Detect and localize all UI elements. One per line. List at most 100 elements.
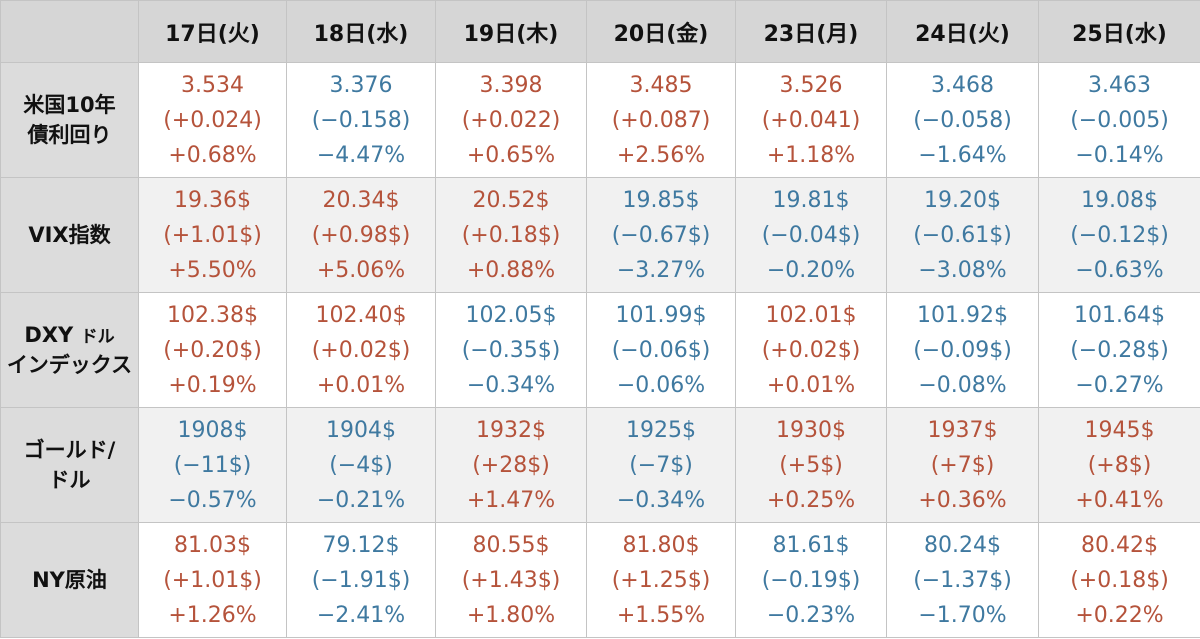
cell-change: (+1.01$) xyxy=(163,567,262,593)
cell-change: (−7$) xyxy=(629,452,693,478)
data-cell: 20.34$ (+0.98$) +5.06% xyxy=(286,177,436,293)
cell-change: (+1.01$) xyxy=(163,222,262,248)
cell-change: (+8$) xyxy=(1087,452,1152,478)
cell-value: 3.526 xyxy=(779,72,843,98)
cell-change: (−0.35$) xyxy=(461,337,561,363)
data-cell: 81.80$ (+1.25$) +1.55% xyxy=(586,522,736,638)
cell-change: (+0.087) xyxy=(611,107,711,133)
cell-change: (−0.09$) xyxy=(913,337,1012,363)
cell-value: 1904$ xyxy=(326,417,396,443)
data-cell: 3.376 (−0.158) −4.47% xyxy=(286,62,436,178)
data-cell: 19.36$ (+1.01$) +5.50% xyxy=(138,177,287,293)
cell-change: (−0.158) xyxy=(311,107,411,133)
row-vix: VIX指数 19.36$ (+1.01$) +5.50% 20.34$ (+0.98$… xyxy=(0,177,1200,293)
cell-change: (−0.04$) xyxy=(761,222,861,248)
data-cell: 19.85$ (−0.67$) −3.27% xyxy=(586,177,736,293)
row-label-line: インデックス xyxy=(6,353,133,377)
cell-value: 19.85$ xyxy=(622,187,700,213)
header-row: 17日(火) 18日(水) 19日(木) 20日(金) 23日(月) 24日(火… xyxy=(0,0,1200,63)
cell-change: (+0.02$) xyxy=(311,337,411,363)
cell-value: 3.376 xyxy=(329,72,393,98)
data-cell: 102.01$ (+0.02$) +0.01% xyxy=(735,292,887,408)
cell-value: 81.80$ xyxy=(622,532,700,558)
data-cell: 20.52$ (+0.18$) +0.88% xyxy=(435,177,587,293)
cell-pct: +0.19% xyxy=(168,372,257,398)
cell-pct: +0.88% xyxy=(466,257,556,283)
row-label-line: NY原油 xyxy=(32,567,107,592)
cell-pct: −0.27% xyxy=(1075,372,1164,398)
cell-value: 101.64$ xyxy=(1074,302,1165,328)
cell-value: 19.20$ xyxy=(924,187,1001,213)
cell-value: 79.12$ xyxy=(322,532,400,558)
cell-pct: −0.23% xyxy=(766,602,856,628)
cell-pct: −1.64% xyxy=(918,142,1007,168)
cell-value: 1925$ xyxy=(626,417,696,443)
data-cell: 101.92$ (−0.09$) −0.08% xyxy=(886,292,1039,408)
data-cell: 3.468 (−0.058) −1.64% xyxy=(886,62,1039,178)
row-label-main: DXY xyxy=(24,322,74,347)
cell-value: 101.99$ xyxy=(615,302,707,328)
cell-value: 1945$ xyxy=(1084,417,1155,443)
row-ny-crude: NY原油 81.03$ (+1.01$) +1.26% 79.12$ (−1.91$)… xyxy=(0,522,1200,638)
row-label: VIX指数 xyxy=(0,177,139,293)
cell-pct: +0.41% xyxy=(1075,487,1164,513)
data-cell: 102.40$ (+0.02$) +0.01% xyxy=(286,292,436,408)
row-label-line: ドル xyxy=(48,468,91,492)
cell-value: 3.463 xyxy=(1088,72,1151,98)
cell-change: (−1.37$) xyxy=(913,567,1012,593)
cell-change: (+1.25$) xyxy=(611,567,711,593)
row-label-line: DXY ドル xyxy=(1,320,138,350)
cell-value: 19.08$ xyxy=(1081,187,1158,213)
cell-change: (−0.06$) xyxy=(611,337,711,363)
data-cell: 101.99$ (−0.06$) −0.06% xyxy=(586,292,736,408)
cell-pct: −0.63% xyxy=(1075,257,1164,283)
cell-value: 1932$ xyxy=(476,417,546,443)
header-day: 24日(火) xyxy=(886,0,1039,63)
cell-change: (+0.024) xyxy=(163,107,262,133)
cell-value: 102.38$ xyxy=(167,302,258,328)
data-cell: 1937$ (+7$) +0.36% xyxy=(886,407,1039,523)
row-label: 米国10年 債利回り xyxy=(0,62,139,178)
cell-pct: +1.55% xyxy=(616,602,706,628)
cell-pct: +0.01% xyxy=(316,372,406,398)
data-cell: 1932$ (+28$) +1.47% xyxy=(435,407,587,523)
cell-change: (−0.005) xyxy=(1070,107,1169,133)
cell-pct: −0.06% xyxy=(616,372,706,398)
header-day: 25日(水) xyxy=(1038,0,1200,63)
cell-change: (+0.18$) xyxy=(461,222,561,248)
cell-change: (−0.61$) xyxy=(913,222,1012,248)
cell-value: 1937$ xyxy=(927,417,998,443)
cell-change: (+0.022) xyxy=(461,107,561,133)
cell-value: 102.01$ xyxy=(765,302,857,328)
data-cell: 19.20$ (−0.61$) −3.08% xyxy=(886,177,1039,293)
cell-pct: +0.01% xyxy=(766,372,856,398)
data-cell: 1945$ (+8$) +0.41% xyxy=(1038,407,1200,523)
data-cell: 81.61$ (−0.19$) −0.23% xyxy=(735,522,887,638)
cell-change: (+28$) xyxy=(472,452,550,478)
cell-value: 20.34$ xyxy=(322,187,400,213)
cell-change: (−0.67$) xyxy=(611,222,711,248)
row-label: NY原油 xyxy=(0,522,139,638)
data-cell: 80.55$ (+1.43$) +1.80% xyxy=(435,522,587,638)
data-cell: 102.38$ (+0.20$) +0.19% xyxy=(138,292,287,408)
header-day: 19日(木) xyxy=(435,0,587,63)
row-label-line: ゴールド/ xyxy=(23,437,116,462)
cell-pct: +0.22% xyxy=(1075,602,1164,628)
cell-pct: +2.56% xyxy=(616,142,706,168)
data-cell: 81.03$ (+1.01$) +1.26% xyxy=(138,522,287,638)
row-gold: ゴールド/ ドル 1908$ (−11$) −0.57% 1904$ (−4$) −0.… xyxy=(0,407,1200,523)
cell-pct: −2.41% xyxy=(316,602,406,628)
data-cell: 80.42$ (+0.18$) +0.22% xyxy=(1038,522,1200,638)
cell-change: (−11$) xyxy=(173,452,252,478)
cell-value: 80.42$ xyxy=(1081,532,1158,558)
row-label-line: VIX指数 xyxy=(28,222,111,247)
cell-pct: +1.18% xyxy=(766,142,856,168)
cell-change: (+0.20$) xyxy=(163,337,262,363)
data-cell: 1930$ (+5$) +0.25% xyxy=(735,407,887,523)
cell-pct: +1.26% xyxy=(168,602,257,628)
cell-pct: −0.34% xyxy=(616,487,706,513)
cell-pct: −3.08% xyxy=(918,257,1007,283)
cell-pct: +1.80% xyxy=(466,602,556,628)
cell-pct: −0.57% xyxy=(168,487,257,513)
row-label: DXY ドル インデックス xyxy=(0,292,139,408)
